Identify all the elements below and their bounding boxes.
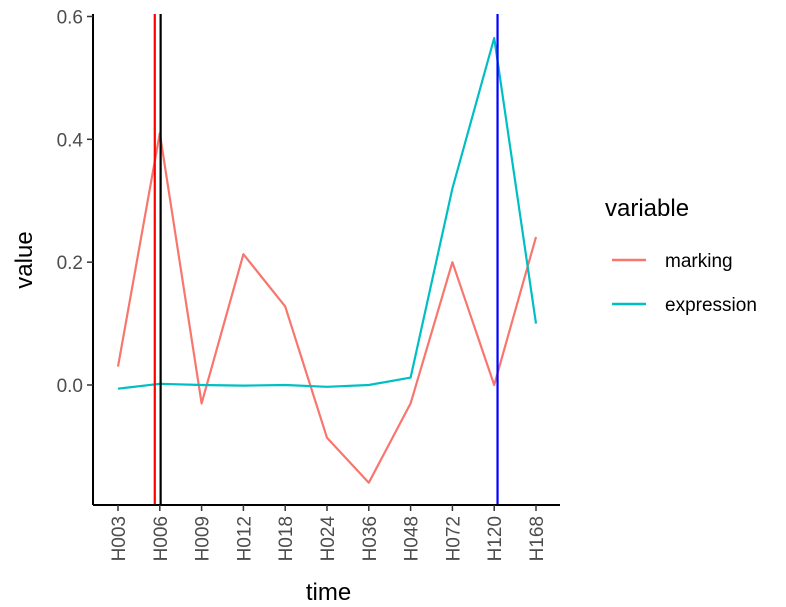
series-layer bbox=[116, 36, 538, 484]
y-tick-label: 0.2 bbox=[57, 253, 83, 274]
legend-label-marking: marking bbox=[665, 251, 733, 272]
x-tick-label: H009 bbox=[193, 516, 214, 561]
x-tick-label: H120 bbox=[485, 516, 506, 561]
x-tick-label: H168 bbox=[527, 516, 548, 561]
x-tick-label: H072 bbox=[443, 516, 464, 561]
y-tick-label: 0.4 bbox=[57, 130, 84, 151]
x-tick-label: H036 bbox=[360, 516, 381, 561]
x-ticks: H003 H006 H009 H012 H018 H024 H036 H048 H072 H120… bbox=[109, 505, 548, 561]
x-tick-label: H018 bbox=[276, 516, 297, 561]
legend-label-expression: expression bbox=[665, 295, 757, 316]
series-line-marking bbox=[116, 132, 538, 484]
legend-title: variable bbox=[605, 195, 689, 222]
x-tick-label: H048 bbox=[402, 516, 423, 561]
y-axis-title: value bbox=[11, 231, 38, 288]
x-tick-label: H006 bbox=[151, 516, 172, 561]
x-tick-label: H024 bbox=[318, 516, 339, 562]
legend: variable marking expression bbox=[605, 195, 757, 316]
legend-items: marking expression bbox=[612, 251, 757, 316]
y-tick-label: 0.0 bbox=[57, 376, 83, 397]
vertical-lines-layer bbox=[153, 14, 499, 505]
y-tick-label: 0.6 bbox=[57, 7, 83, 28]
series-line-expression bbox=[117, 36, 538, 390]
x-tick-label: H003 bbox=[109, 516, 130, 561]
x-axis-title: time bbox=[306, 579, 351, 606]
y-ticks: 0.0 0.2 0.4 0.6 bbox=[57, 7, 93, 397]
x-tick-label: H012 bbox=[234, 516, 255, 561]
axes-layer bbox=[92, 14, 560, 506]
